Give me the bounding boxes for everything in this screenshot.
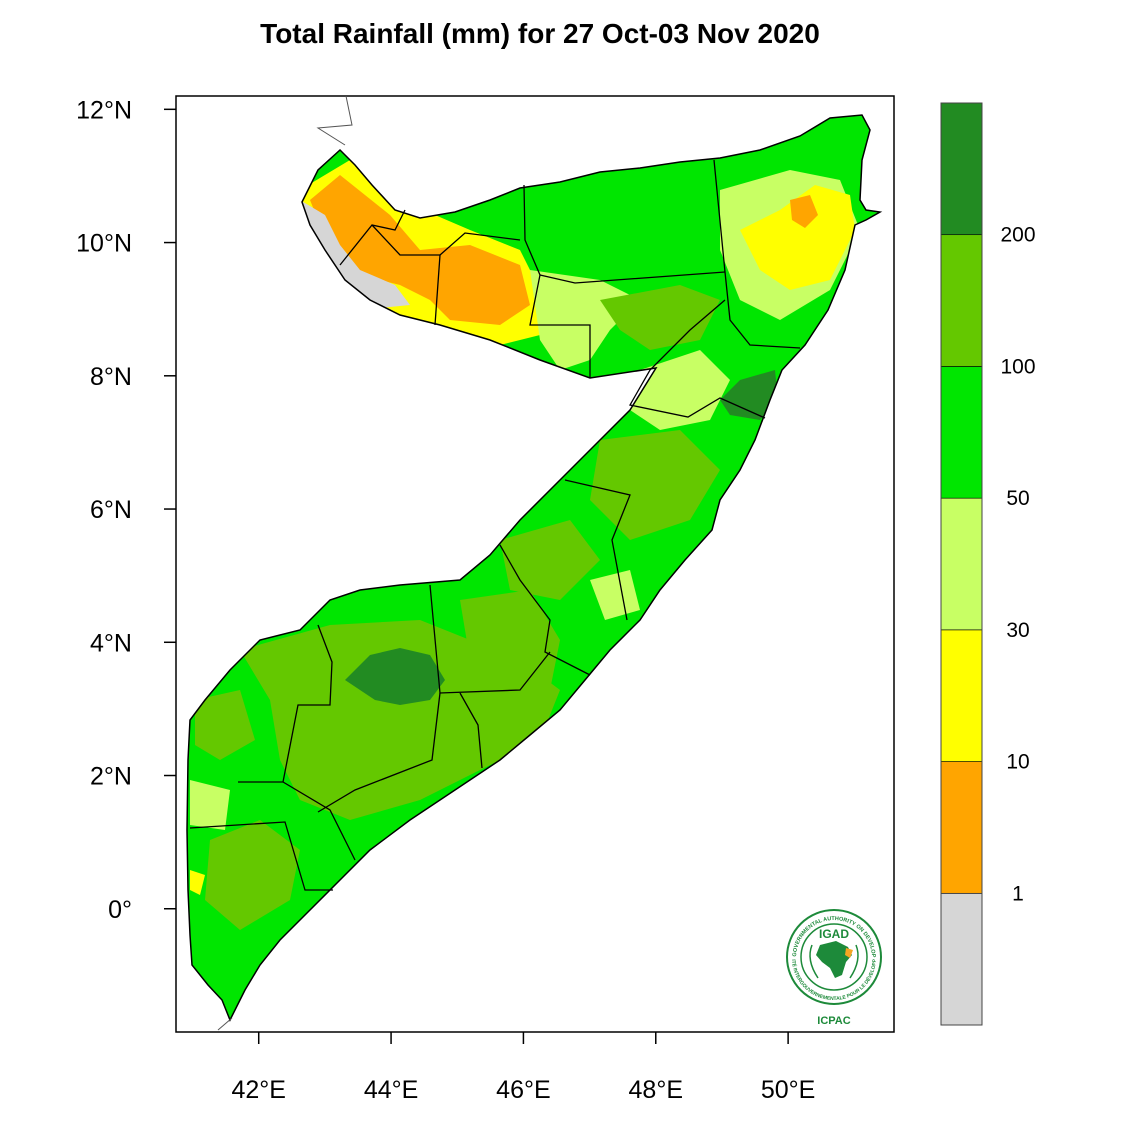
colorbar-label: 1 bbox=[1012, 882, 1024, 905]
colorbar-swatch bbox=[940, 892, 983, 1026]
x-tick-label: 42°E bbox=[231, 1076, 285, 1104]
rainfall-zone-lightgreen-north bbox=[530, 270, 640, 370]
colorbar-swatch bbox=[940, 497, 983, 631]
y-tick-label: 6°N bbox=[90, 496, 132, 524]
colorbar-label: 10 bbox=[1006, 751, 1029, 774]
x-tick-label: 44°E bbox=[364, 1076, 418, 1104]
x-tick-label: 46°E bbox=[496, 1076, 550, 1104]
colorbar-label: 100 bbox=[1000, 355, 1035, 378]
rainfall-zone-yellow-sw bbox=[190, 870, 205, 895]
colorbar-swatch bbox=[940, 761, 983, 894]
y-tick-label: 8°N bbox=[90, 363, 132, 391]
laurel-left-icon bbox=[809, 944, 819, 979]
region-boundary bbox=[439, 232, 521, 256]
rainfall-zone-darkgreen-south bbox=[345, 648, 445, 705]
colorbar-swatch bbox=[940, 629, 983, 762]
logo-icpac-text: ICPAC bbox=[817, 1015, 850, 1027]
region-boundary bbox=[713, 159, 801, 349]
rainfall-zone-darkgreen-east bbox=[720, 370, 778, 420]
colorbar-label: 50 bbox=[1006, 487, 1029, 510]
neighbor-border-djibouti bbox=[316, 95, 353, 146]
rainfall-zone-yellow-ne bbox=[740, 185, 855, 290]
region-boundary bbox=[317, 692, 441, 813]
region-boundary bbox=[564, 479, 631, 621]
colorbar-swatch bbox=[940, 234, 983, 367]
region-boundary bbox=[523, 184, 591, 378]
rainfall-zone-green-central-2 bbox=[500, 520, 600, 600]
y-tick-label: 0° bbox=[108, 896, 132, 924]
rainfall-zone-grey-nw bbox=[300, 200, 410, 308]
region-boundaries bbox=[189, 159, 801, 891]
x-tick-label: 48°E bbox=[629, 1076, 683, 1104]
y-tick-label: 12°N bbox=[76, 96, 132, 124]
rainfall-zone-orange-nw bbox=[310, 175, 530, 325]
rainfall-zone-green-w bbox=[195, 690, 255, 760]
colorbar-swatch bbox=[940, 366, 983, 499]
region-boundary bbox=[339, 209, 406, 266]
y-tick-label: 10°N bbox=[76, 230, 132, 258]
x-tick-label: 50°E bbox=[761, 1076, 815, 1104]
region-boundary bbox=[189, 821, 333, 891]
region-boundary bbox=[499, 544, 591, 676]
rainfall-zone-lightgreen-central-2 bbox=[590, 570, 640, 620]
region-boundary bbox=[371, 224, 441, 326]
colorbar-label: 30 bbox=[1006, 619, 1029, 642]
region-boundary bbox=[539, 271, 726, 284]
region-boundary bbox=[282, 624, 333, 783]
region-boundary bbox=[459, 692, 483, 769]
colorbar: 1 10 30 50 100 200 bbox=[940, 102, 1036, 1026]
map-title: Total Rainfall (mm) for 27 Oct-03 Nov 20… bbox=[260, 18, 820, 49]
rainfall-zone-lightgreen-sw-1 bbox=[190, 780, 230, 830]
colorbar-label: 200 bbox=[1000, 224, 1035, 247]
y-tick-label: 2°N bbox=[90, 763, 132, 791]
region-boundary bbox=[238, 781, 356, 861]
colorbar-swatch bbox=[940, 102, 983, 236]
rainfall-zone-green-sw bbox=[205, 820, 300, 930]
laurel-right-icon bbox=[849, 944, 859, 979]
rainfall-zone-green-n-central bbox=[600, 285, 720, 350]
rainfall-zone-orange-ne bbox=[790, 195, 818, 228]
region-boundary bbox=[429, 584, 551, 694]
horn-highlight-icon bbox=[845, 948, 853, 958]
colorbar-frame bbox=[940, 102, 983, 1026]
rainfall-zone-green-southeast bbox=[460, 590, 560, 700]
map-axes: 42°E 44°E 46°E 48°E 50°E 12°N 10°N 8°N 6°N 4°N 2°N… bbox=[76, 96, 815, 1104]
neighbor-border-ethiopia-south bbox=[217, 1017, 233, 1031]
africa-map-icon bbox=[816, 941, 852, 978]
y-tick-label: 4°N bbox=[90, 629, 132, 657]
region-boundary bbox=[628, 299, 766, 419]
country-outline bbox=[186, 114, 883, 1022]
logo-igad-text: IGAD bbox=[819, 927, 849, 941]
